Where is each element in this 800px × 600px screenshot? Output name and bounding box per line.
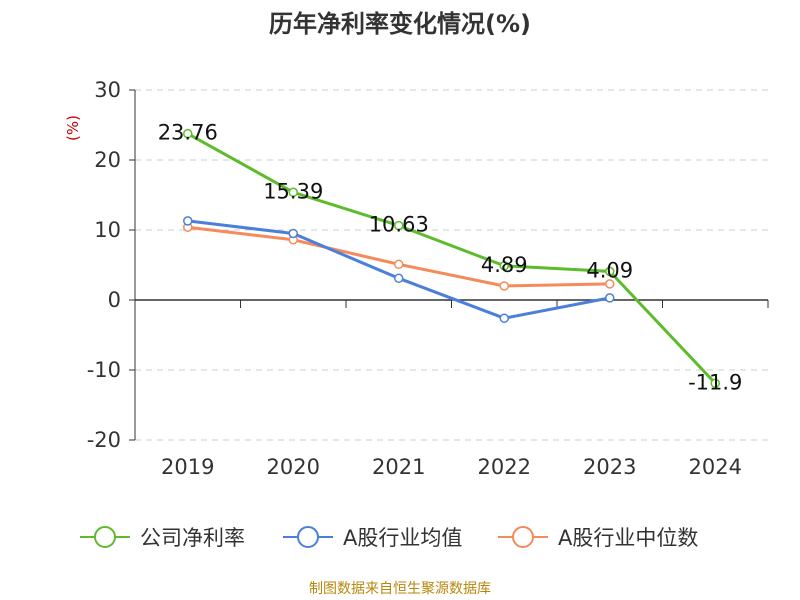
axes xyxy=(129,89,769,441)
data-point xyxy=(394,273,404,284)
data-point xyxy=(183,216,193,226)
legend-label: A股行业均值 xyxy=(343,526,462,550)
legend-label: 公司净利率 xyxy=(140,526,245,550)
legend-marker xyxy=(297,526,319,548)
data-point xyxy=(605,266,615,277)
data-label: 10.63 xyxy=(369,213,429,237)
series-line xyxy=(187,132,717,385)
source-note: 制图数据来自恒生聚源数据库 xyxy=(309,581,491,597)
data-label: 15.39 xyxy=(263,179,323,203)
y-tick-labels: 30 20 10 0 -10 -20 xyxy=(87,78,121,452)
legend-marker xyxy=(512,526,534,548)
data-point xyxy=(394,220,404,231)
y-axis-label: (%) xyxy=(64,115,82,141)
y-tick-label: 0 xyxy=(108,288,121,312)
grid-lines xyxy=(135,89,768,441)
data-point xyxy=(499,313,509,323)
y-tick-label: 10 xyxy=(94,218,121,242)
x-tick-label: 2021 xyxy=(372,455,425,479)
data-label: 23.76 xyxy=(158,121,218,145)
data-labels: 23.76 15.39 10.63 4.89 4.09 -11.9 xyxy=(158,121,743,395)
data-point xyxy=(288,228,298,239)
x-tick-label: 2022 xyxy=(478,455,531,479)
data-point xyxy=(710,378,720,389)
y-tick-label: 30 xyxy=(94,78,121,102)
data-point xyxy=(288,187,298,198)
x-tick-label: 2023 xyxy=(583,455,636,479)
legend-marker xyxy=(94,526,116,548)
x-tick-label: 2020 xyxy=(267,455,320,479)
chart-title: 历年净利率变化情况(%) xyxy=(269,10,531,38)
x-tick-label: 2019 xyxy=(161,455,214,479)
x-tick-labels: 2019 2020 2021 2022 2023 2024 xyxy=(161,455,742,479)
y-tick-label: -20 xyxy=(87,428,121,452)
data-label: -11.9 xyxy=(688,370,742,394)
data-point xyxy=(499,261,509,271)
y-tick-label: -10 xyxy=(87,358,121,382)
series-lines xyxy=(183,128,720,389)
data-point xyxy=(183,128,193,139)
x-tick-label: 2024 xyxy=(689,455,742,479)
data-point xyxy=(605,279,615,289)
legend-label: A股行业中位数 xyxy=(558,526,698,550)
data-point xyxy=(394,259,404,270)
legend: 公司净利率 A股行业均值 A股行业中位数 xyxy=(80,526,698,550)
data-point xyxy=(605,293,615,303)
data-label: 4.09 xyxy=(586,258,633,282)
data-point xyxy=(499,281,509,291)
data-label: 4.89 xyxy=(481,253,528,277)
y-tick-label: 20 xyxy=(94,148,121,172)
